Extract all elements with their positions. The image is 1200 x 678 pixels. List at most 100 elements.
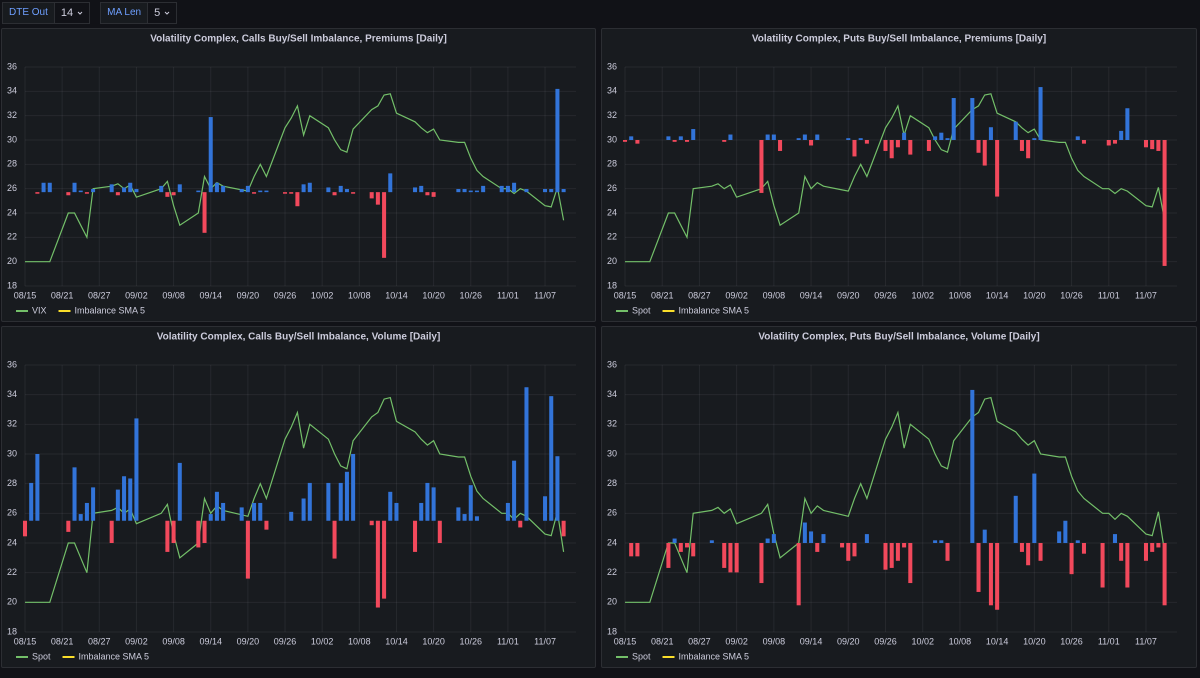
bar <box>895 543 900 561</box>
bar <box>283 192 288 194</box>
bar <box>933 540 938 543</box>
bar <box>1125 543 1130 588</box>
bar <box>289 511 294 521</box>
x-tick-label: 08/21 <box>651 290 674 300</box>
bar <box>895 140 900 148</box>
bar <box>629 543 634 557</box>
variable-value[interactable]: 5 <box>148 2 178 24</box>
bar <box>394 502 399 521</box>
bar <box>1125 108 1130 140</box>
x-tick-label: 08/27 <box>88 636 111 646</box>
legend-label: Spot <box>632 305 651 315</box>
bar <box>252 502 257 521</box>
bar <box>926 140 931 151</box>
x-tick-label: 09/14 <box>199 290 222 300</box>
y-tick-label: 22 <box>7 567 17 577</box>
bar <box>622 140 628 142</box>
x-tick-label: 08/27 <box>88 290 111 300</box>
bar <box>382 520 387 599</box>
x-tick-label: 10/26 <box>459 636 482 646</box>
bar <box>177 184 182 193</box>
y-tick-label: 30 <box>7 448 17 458</box>
y-tick-label: 20 <box>607 256 617 266</box>
bar <box>549 396 554 521</box>
bar <box>196 190 201 193</box>
chevron <box>164 11 170 15</box>
bar <box>1143 543 1149 561</box>
bar <box>382 192 387 258</box>
x-tick-label: 08/15 <box>14 290 37 300</box>
bar <box>245 185 250 193</box>
bar <box>332 192 337 196</box>
bar <box>202 520 207 543</box>
bar <box>301 498 306 521</box>
bar <box>976 543 981 592</box>
y-tick-label: 28 <box>607 478 617 488</box>
y-tick-label: 32 <box>7 110 17 120</box>
bar <box>66 192 71 196</box>
x-tick-label: 09/20 <box>237 636 260 646</box>
bar <box>22 520 28 537</box>
bar <box>988 127 993 140</box>
legend-label: Spot <box>632 651 651 661</box>
bar <box>468 485 473 521</box>
bar <box>221 185 226 193</box>
legend-label: Imbalance SMA 5 <box>679 305 750 315</box>
x-tick-label: 10/20 <box>422 290 445 300</box>
legend-label: VIX <box>32 305 47 315</box>
y-tick-label: 26 <box>607 508 617 518</box>
bar <box>115 192 120 196</box>
x-tick-label: 10/20 <box>1023 636 1046 646</box>
bar <box>91 189 96 193</box>
y-tick-label: 36 <box>7 61 17 71</box>
x-tick-label: 09/26 <box>274 636 297 646</box>
legend-label: Imbalance SMA 5 <box>679 651 750 661</box>
panel-title: Volatility Complex, Calls Buy/Sell Imbal… <box>150 34 447 45</box>
bar <box>474 190 479 193</box>
bar <box>1081 543 1086 554</box>
y-tick-label: 24 <box>7 537 17 547</box>
bar <box>338 482 343 521</box>
bar <box>970 389 975 543</box>
bar <box>1156 140 1161 151</box>
bar <box>84 502 89 521</box>
variable-value[interactable]: 14 <box>54 2 91 24</box>
bar <box>351 454 356 521</box>
x-tick-label: 09/08 <box>763 636 786 646</box>
bar <box>629 136 634 140</box>
bar <box>301 184 306 193</box>
bar <box>945 543 950 561</box>
variable[interactable]: MA Len 5 <box>100 2 178 24</box>
bar <box>759 543 764 584</box>
y-tick-label: 20 <box>607 597 617 607</box>
bar <box>939 540 944 543</box>
x-tick-label: 10/08 <box>348 636 371 646</box>
bar <box>555 88 560 193</box>
line <box>25 93 565 263</box>
variable-label: MA Len <box>100 2 149 24</box>
x-tick-label: 10/02 <box>311 290 334 300</box>
bar <box>1150 543 1155 552</box>
bar <box>852 543 857 557</box>
variable[interactable]: DTE Out 14 <box>2 2 91 24</box>
x-tick-label: 09/14 <box>199 636 222 646</box>
x-tick-label: 10/08 <box>949 636 972 646</box>
bar <box>419 185 424 193</box>
bar <box>1026 140 1031 159</box>
y-tick-label: 18 <box>7 280 17 290</box>
bar <box>802 134 807 140</box>
x-tick-label: 09/08 <box>162 636 185 646</box>
bar <box>815 134 820 140</box>
bar <box>134 418 139 521</box>
bar <box>307 482 312 521</box>
x-tick-label: 10/02 <box>311 636 334 646</box>
x-tick-label: 10/20 <box>422 636 445 646</box>
x-tick-label: 10/08 <box>949 290 972 300</box>
x-tick-label: 11/01 <box>1098 636 1120 646</box>
bar <box>1075 540 1080 543</box>
panel: Volatility Complex, Calls Buy/Sell Imbal… <box>1 326 596 668</box>
x-tick-label: 10/08 <box>348 290 371 300</box>
x-tick-label: 11/07 <box>1135 290 1157 300</box>
bar <box>543 189 548 193</box>
bar <box>375 520 380 608</box>
